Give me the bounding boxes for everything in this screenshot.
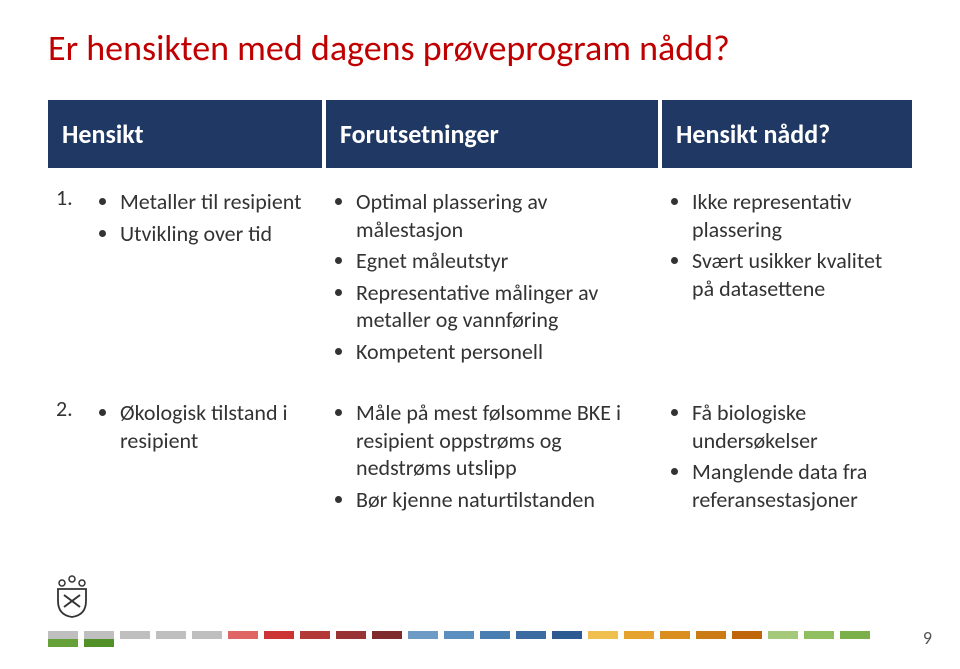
cell-hensikt: Metaller til resipient Utvikling over tid bbox=[88, 171, 324, 382]
stripe-segment bbox=[732, 631, 762, 639]
list-item: Svært usikker kvalitet på datasettene bbox=[692, 247, 902, 302]
list-item: Økologisk tilstand i resipient bbox=[120, 399, 314, 454]
stripe-segment bbox=[48, 631, 78, 639]
stripe-segment bbox=[480, 631, 510, 639]
list-item: Representative målinger av metaller og v… bbox=[356, 279, 650, 334]
stripe-segment bbox=[552, 631, 582, 639]
list-item: Metaller til resipient bbox=[120, 188, 314, 216]
stripe-segment bbox=[336, 631, 366, 639]
stripe-segment bbox=[228, 631, 258, 639]
stripe-segment bbox=[264, 631, 294, 639]
table-row: 2. Økologisk tilstand i resipient Måle p… bbox=[48, 382, 912, 527]
stripe-segment bbox=[84, 631, 114, 639]
cell-hensikt: Økologisk tilstand i resipient bbox=[88, 382, 324, 527]
table-row: 1. Metaller til resipient Utvikling over … bbox=[48, 171, 912, 382]
table-header-row: Hensikt Forutsetninger Hensikt nådd? bbox=[48, 100, 912, 171]
list-item: Ikke representativ plassering bbox=[692, 188, 902, 243]
stripe-segment bbox=[408, 631, 438, 639]
bullet-list: Ikke representativ plasseringSvært usikk… bbox=[668, 188, 902, 302]
stripe-segment bbox=[120, 631, 150, 639]
list-item: Måle på mest følsomme BKE i resipient op… bbox=[356, 399, 650, 482]
stripe-segment bbox=[696, 631, 726, 639]
footer-stripe bbox=[48, 631, 900, 639]
list-item: Få biologiske undersøkelser bbox=[692, 399, 902, 454]
stripe-segment bbox=[840, 631, 870, 639]
cell-nadd: Få biologiske undersøkelserManglende dat… bbox=[660, 382, 912, 527]
slide-title: Er hensikten med dagens prøveprogram nåd… bbox=[48, 26, 912, 70]
list-item: Optimal plassering av målestasjon bbox=[356, 188, 650, 243]
cell-nadd: Ikke representativ plasseringSvært usikk… bbox=[660, 171, 912, 382]
list-item: Egnet måleutstyr bbox=[356, 247, 650, 275]
cell-forutsetninger: Måle på mest følsomme BKE i resipient op… bbox=[324, 382, 660, 527]
comparison-table: Hensikt Forutsetninger Hensikt nådd? 1. … bbox=[48, 100, 912, 527]
bullet-list: Optimal plassering av målestasjon Egnet m… bbox=[332, 188, 650, 365]
stripe-segment bbox=[660, 631, 690, 639]
bullet-list: Måle på mest følsomme BKE i resipient op… bbox=[332, 399, 650, 513]
row-number: 2. bbox=[48, 382, 88, 527]
stripe-segment bbox=[444, 631, 474, 639]
stripe-segment bbox=[588, 631, 618, 639]
header-hensikt-nadd: Hensikt nådd? bbox=[660, 100, 912, 171]
stripe-segment bbox=[768, 631, 798, 639]
stripe-segment bbox=[372, 631, 402, 639]
stripe-segment bbox=[156, 631, 186, 639]
header-hensikt: Hensikt bbox=[48, 100, 324, 171]
list-item: Bør kjenne naturtilstanden bbox=[356, 486, 650, 514]
stripe-segment bbox=[192, 631, 222, 639]
stripe-segment bbox=[48, 639, 78, 647]
stripe-segment bbox=[516, 631, 546, 639]
bullet-list: Få biologiske undersøkelserManglende dat… bbox=[668, 399, 902, 513]
crest-icon bbox=[48, 571, 96, 619]
page-number: 9 bbox=[923, 627, 932, 649]
list-item: Utvikling over tid bbox=[120, 220, 314, 248]
bullet-list: Metaller til resipient Utvikling over tid bbox=[96, 188, 314, 247]
stripe-segment bbox=[300, 631, 330, 639]
cell-forutsetninger: Optimal plassering av målestasjon Egnet m… bbox=[324, 171, 660, 382]
row-number: 1. bbox=[48, 171, 88, 382]
bullet-list: Økologisk tilstand i resipient bbox=[96, 399, 314, 454]
list-item: Manglende data fra referansestasjoner bbox=[692, 458, 902, 513]
header-forutsetninger: Forutsetninger bbox=[324, 100, 660, 171]
stripe-segment bbox=[84, 639, 114, 647]
stripe-segment bbox=[624, 631, 654, 639]
list-item: Kompetent personell bbox=[356, 338, 650, 366]
stripe-segment bbox=[804, 631, 834, 639]
